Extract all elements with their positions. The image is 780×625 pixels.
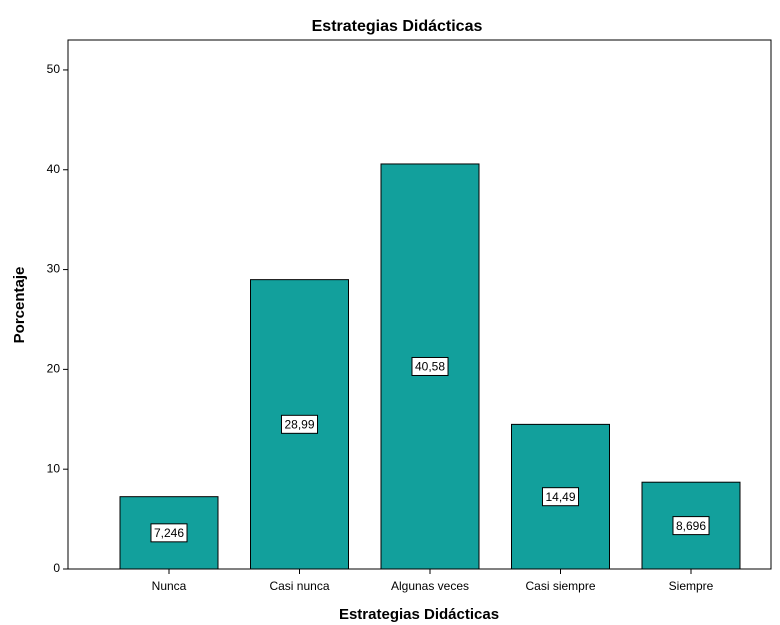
chart-title: Estrategias Didácticas — [312, 18, 483, 35]
x-tick-label: Nunca — [152, 579, 187, 593]
value-label: 8,696 — [676, 519, 706, 533]
x-tick-label: Algunas veces — [391, 579, 469, 593]
y-tick-label: 20 — [47, 362, 61, 376]
value-label-box — [150, 523, 188, 543]
y-axis-title: Porcentaje — [11, 267, 28, 344]
value-label: 7,246 — [154, 526, 184, 540]
x-axis-title: Estrategias Didácticas — [339, 606, 499, 623]
value-label-box — [672, 516, 710, 536]
value-label-box — [280, 414, 319, 434]
y-tick-label: 0 — [53, 561, 60, 575]
x-tick-label: Casi nunca — [269, 579, 329, 593]
y-tick-label: 30 — [47, 262, 61, 276]
y-tick-label: 10 — [47, 461, 61, 475]
value-label-box — [541, 487, 580, 507]
y-tick-label: 50 — [47, 62, 61, 76]
value-label-box — [411, 356, 449, 376]
value-label: 28,99 — [284, 417, 314, 431]
x-tick-label: Siempre — [669, 579, 714, 593]
value-label: 40,58 — [415, 360, 445, 374]
value-label: 14,49 — [545, 490, 575, 504]
x-tick-label: Casi siempre — [525, 579, 595, 593]
y-tick-label: 40 — [47, 162, 61, 176]
